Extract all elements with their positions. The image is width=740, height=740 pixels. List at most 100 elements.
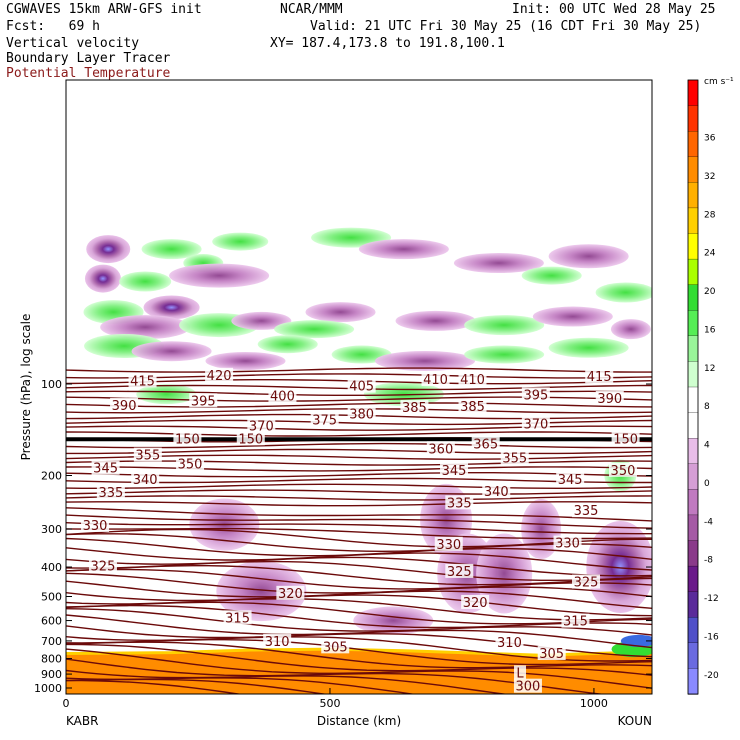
isentrope-line-22 xyxy=(66,495,652,501)
theta-label-30: 335 xyxy=(574,504,599,519)
colorbar-units: cm s⁻¹ xyxy=(704,77,734,87)
velocity-cell-20 xyxy=(395,310,476,331)
theta-label-4: 405 xyxy=(349,380,374,395)
theta-label-8: 400 xyxy=(270,390,295,405)
theta-label-2: 410 xyxy=(423,373,448,388)
y-tick-label-1000: 1000 xyxy=(34,682,62,695)
velocity-cell-18 xyxy=(231,311,292,330)
theta-label-36: 325 xyxy=(574,576,599,591)
cross-section-xy: XY= 187.4,173.8 to 191.8,100.1 xyxy=(270,36,505,51)
isentrope-line-18 xyxy=(66,472,652,478)
theta-label-22: 350 xyxy=(611,464,636,479)
field-potential-temperature: Potential Temperature xyxy=(6,66,171,81)
theta-label-bg-35 xyxy=(445,563,474,578)
isentrope-line-51 xyxy=(66,669,509,694)
velocity-cell-8 xyxy=(358,239,449,260)
velocity-cell-9 xyxy=(453,253,544,274)
colorbar-swatch-23 xyxy=(687,668,699,695)
theta-label-bg-29 xyxy=(445,495,474,510)
velocity-cell-23 xyxy=(610,319,651,340)
velocity-cell-41 xyxy=(586,521,652,614)
colorbar-swatch-17 xyxy=(687,514,699,542)
theta-label-25: 345 xyxy=(558,473,583,488)
surface-blue-cell xyxy=(620,634,652,647)
theta-label-38: 320 xyxy=(463,596,488,611)
isentrope-line-20 xyxy=(66,483,652,489)
theta-label-bg-16 xyxy=(521,416,550,431)
velocity-cell-19 xyxy=(274,320,355,339)
end-station-label: KOUN xyxy=(618,714,652,728)
y-tick-label-700: 700 xyxy=(41,635,62,648)
theta-label-bg-4 xyxy=(347,378,376,393)
isentrope-line-26 xyxy=(66,522,652,535)
theta-label-bg-9 xyxy=(521,387,550,402)
velocity-cell-12 xyxy=(595,282,652,303)
valid-time: Valid: 21 UTC Fri 30 May 25 (16 CDT Fri … xyxy=(310,19,702,34)
theta-label-46: L xyxy=(516,666,524,681)
theta-label-bg-18 xyxy=(471,436,500,451)
theta-label-bg-44 xyxy=(537,646,566,661)
theta-label-28: 335 xyxy=(98,486,123,501)
theta-label-bg-42 xyxy=(495,634,524,649)
theta-label-bg-37 xyxy=(276,585,305,600)
theta-label-bg-11 xyxy=(400,400,429,415)
theta-label-35: 325 xyxy=(447,565,472,580)
colorbar-swatch-14 xyxy=(687,438,699,465)
theta-label-18: 365 xyxy=(473,437,498,452)
colorbar-label-7: 8 xyxy=(704,402,710,412)
colorbar-label-9: 0 xyxy=(704,479,710,489)
isentrope-line-16 xyxy=(66,460,652,466)
velocity-cell-4 xyxy=(119,271,172,292)
theta-label-26: 340 xyxy=(133,473,158,488)
theta-label-6: 390 xyxy=(112,399,137,414)
theta-label-34: 325 xyxy=(91,559,116,574)
isentrope-line-14 xyxy=(66,448,652,455)
y-tick-label-800: 800 xyxy=(41,653,62,666)
isentrope-line-40 xyxy=(66,601,652,625)
theta-label-bg-23 xyxy=(91,460,120,475)
velocity-cell-14 xyxy=(143,295,200,320)
theta-label-bg-30 xyxy=(572,503,601,518)
theta-label-3: 410 xyxy=(460,373,485,388)
velocity-cell-27 xyxy=(257,335,318,354)
velocity-cell-5 xyxy=(169,263,270,288)
isentrope-line-1 xyxy=(66,373,652,379)
colorbar-swatch-9 xyxy=(687,310,699,337)
x-tick-label-500: 500 xyxy=(319,697,340,710)
theta-label-29: 335 xyxy=(447,496,472,511)
y-tick-label-400: 400 xyxy=(41,561,62,574)
y-tick-label-500: 500 xyxy=(41,590,62,603)
x-axis-title: Distance (km) xyxy=(317,714,401,728)
forecast-hour: Fcst: 69 h xyxy=(6,19,100,34)
theta-label-45: 300 xyxy=(516,680,541,695)
velocity-cell-6 xyxy=(212,232,269,251)
theta-label-bg-26 xyxy=(131,472,160,487)
colorbar-swatch-22 xyxy=(687,642,699,670)
colorbar-swatch-8 xyxy=(687,284,699,311)
isentrope-line-37 xyxy=(66,580,652,609)
distance-axis: 0 500 1000 xyxy=(63,688,608,710)
y-axis-title: Pressure (hPa), log scale xyxy=(19,314,33,461)
colorbar-swatch-6 xyxy=(687,233,699,260)
colorbar-label-11: -8 xyxy=(704,556,713,566)
theta-label-19: 355 xyxy=(135,449,160,464)
colorbar-label-5: 16 xyxy=(704,325,716,335)
colorbar-swatch-10 xyxy=(687,335,699,363)
theta-label-bg-49 xyxy=(611,431,640,446)
velocity-cell-3 xyxy=(84,264,121,293)
theta-label-23: 345 xyxy=(93,462,118,477)
theta-label-bg-40 xyxy=(561,613,590,628)
potential-temperature-labels: 415 420 410 410 405 415 390 395 400 395 390 385 385 3… xyxy=(81,367,640,695)
theta-label-33: 330 xyxy=(555,537,580,552)
colorbar-swatch-5 xyxy=(687,207,699,235)
theta-label-bg-5 xyxy=(585,369,614,384)
velocity-cell-26 xyxy=(205,351,286,370)
colorbar-label-10: -4 xyxy=(704,517,713,527)
isentrope-line-42 xyxy=(66,608,652,636)
theta-label-7: 395 xyxy=(191,394,216,409)
isentrope-line-34 xyxy=(66,565,652,586)
theta-label-11: 385 xyxy=(402,401,427,416)
theta-label-16: 370 xyxy=(523,418,548,433)
velocity-cell-31 xyxy=(548,337,629,358)
